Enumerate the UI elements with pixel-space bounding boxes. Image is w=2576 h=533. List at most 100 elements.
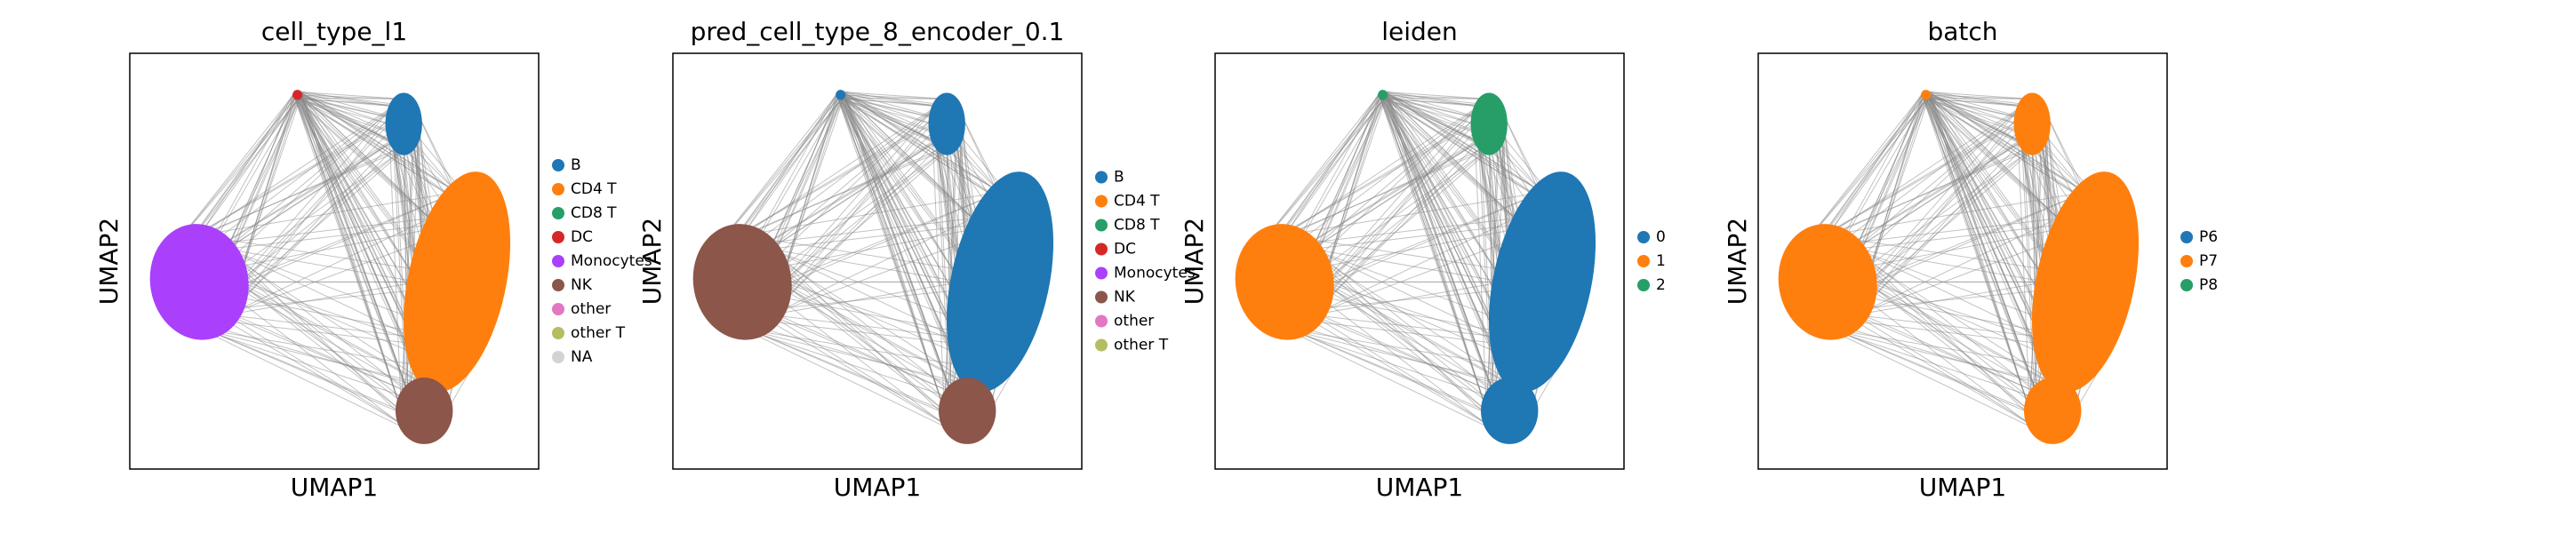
edge — [1385, 91, 1504, 282]
edge — [171, 106, 415, 250]
legend-marker — [1095, 314, 1108, 328]
edge — [1928, 91, 2033, 99]
edge — [1312, 141, 1479, 315]
edge — [714, 91, 844, 250]
edge — [1284, 99, 1384, 236]
edge — [300, 91, 419, 282]
edge — [227, 99, 404, 250]
edge — [1928, 91, 2037, 393]
legend-marker — [552, 159, 564, 171]
edge — [227, 248, 425, 438]
edge — [1855, 99, 2033, 250]
y-axis-label: UMAP2 — [1723, 218, 1752, 306]
edge — [171, 91, 301, 250]
edge — [1385, 91, 1490, 99]
legend-marker — [1095, 290, 1108, 304]
legend-label: 2 — [1656, 276, 1666, 294]
edge — [1385, 97, 1504, 282]
x-axis-label: UMAP1 — [834, 473, 922, 502]
edge — [294, 91, 389, 125]
edge — [836, 94, 948, 99]
edge — [2028, 106, 2044, 411]
edge — [1312, 248, 1510, 438]
edge — [840, 98, 973, 219]
cell-cluster — [292, 90, 303, 100]
panel-title: batch — [1927, 17, 1997, 46]
legend-marker — [552, 351, 564, 363]
edge — [294, 91, 430, 219]
legend-marker — [552, 327, 564, 339]
edge — [1284, 148, 1490, 236]
edge — [227, 141, 394, 315]
edge — [1854, 91, 1927, 250]
legend-label: other — [1114, 313, 1154, 330]
edge — [1828, 191, 2086, 236]
legend-marker — [1637, 231, 1650, 243]
panel-title: leiden — [1381, 17, 1458, 46]
legend-label: NK — [571, 276, 593, 294]
legend-label: P8 — [2199, 276, 2218, 294]
edge — [840, 90, 948, 150]
edge — [769, 91, 842, 250]
edge — [714, 106, 958, 250]
panel: pred_cell_type_8_encoder_0.1UMAP1UMAP2BC… — [637, 17, 1196, 502]
edge — [1925, 90, 2086, 193]
edge — [1928, 91, 2047, 282]
legend-marker — [552, 183, 564, 195]
legend-marker — [2180, 255, 2193, 267]
panel: batch UMAP1 UMAP2 P6 P7 P8 — [1723, 17, 2218, 502]
legend-label: NA — [571, 348, 593, 366]
legend-label: other — [571, 300, 611, 318]
panel: cell_type_l1 UMAP1 UMAP2 B CD4 T CD8 T DC Monoc… — [94, 17, 652, 502]
x-axis-label: UMAP1 — [1919, 473, 2007, 502]
legend-marker — [1095, 338, 1108, 352]
legend-label: Monocytes — [571, 252, 652, 270]
edge — [741, 328, 952, 431]
edge — [1855, 281, 2046, 315]
legend-marker — [1095, 219, 1108, 232]
edge — [1380, 97, 1487, 411]
edge — [1925, 98, 2018, 125]
edge — [1284, 91, 1380, 236]
edge — [1485, 106, 1500, 411]
edge — [1799, 91, 1930, 250]
edge — [297, 90, 458, 193]
edge — [413, 141, 458, 193]
cell-cluster — [1488, 171, 1596, 393]
edge — [1922, 94, 2033, 99]
edge — [741, 99, 842, 236]
y-axis-label: UMAP2 — [637, 218, 667, 306]
edge — [1382, 98, 1516, 219]
edge — [714, 97, 844, 250]
edge — [1284, 191, 1543, 236]
edge — [1925, 91, 2030, 411]
edge — [227, 281, 418, 315]
edge — [1284, 106, 1479, 236]
axes-frame — [1214, 52, 1625, 470]
edge — [198, 99, 299, 236]
cell-cluster — [1778, 224, 1877, 340]
legend-label: Monocytes — [1114, 265, 1196, 282]
edge — [1312, 140, 1479, 250]
edge — [837, 91, 973, 219]
legend-label: other T — [1114, 337, 1169, 354]
edge — [198, 91, 295, 236]
cell-cluster — [1378, 90, 1388, 100]
edge — [1256, 97, 1387, 250]
edge — [1799, 94, 1923, 250]
cell-cluster — [692, 224, 792, 340]
edge — [1382, 90, 1490, 150]
edge — [1921, 94, 2037, 393]
legend-marker — [1637, 255, 1650, 267]
edge — [293, 94, 404, 99]
edge — [297, 98, 430, 219]
legend-label: P7 — [2199, 252, 2218, 270]
edge — [1382, 98, 1475, 125]
legend-label: NK — [1114, 289, 1136, 306]
edge — [1256, 91, 1387, 250]
edge — [1256, 106, 1500, 250]
cell-cluster — [385, 92, 422, 155]
edge — [1312, 281, 1503, 315]
edge — [1284, 328, 1494, 431]
edge — [836, 94, 952, 393]
